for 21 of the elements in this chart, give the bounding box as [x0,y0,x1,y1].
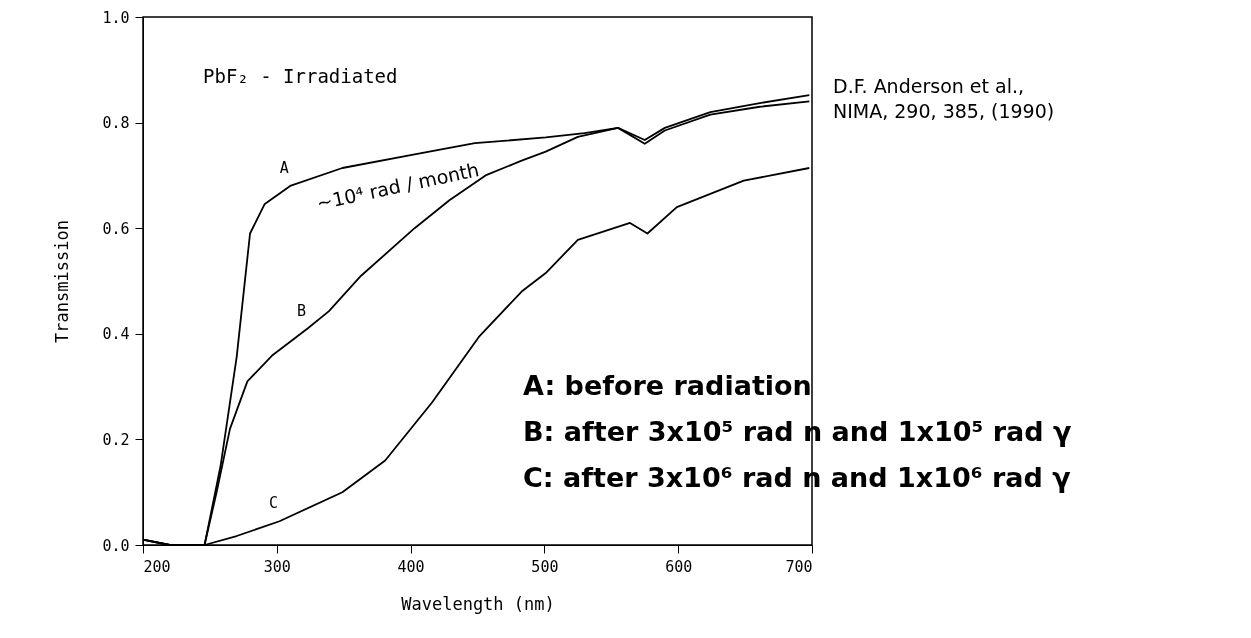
y-axis-title: Transmission [52,220,73,343]
y-tick-label: 0.0 [102,536,130,555]
annotation: ~10⁴ rad / month [314,158,481,214]
x-tick-label: 400 [397,557,425,576]
text: D.F. Anderson et al., NIMA, 290, 385, (1990) [833,75,1055,122]
y-tick-label: 0.2 [102,430,130,449]
annotation: A: before radiation [523,370,812,401]
text: PbF₂ - Irradiated [203,65,398,87]
y-tick-label: 0.4 [102,325,130,344]
y-tick-label: 1.0 [102,8,130,27]
series-label: A [279,158,289,177]
x-tick-label: 300 [263,557,291,576]
x-tick-label: 200 [143,557,171,576]
series-label: B [297,301,307,320]
x-tick-label: 600 [665,557,693,576]
x-axis-title: Wavelength (nm) [401,593,555,614]
x-tick-label: 700 [785,557,813,576]
y-tick-label: 0.8 [102,114,130,133]
y-tick-label: 0.6 [102,219,130,238]
series-label: C [268,494,278,513]
x-tick-label: 500 [531,557,559,576]
